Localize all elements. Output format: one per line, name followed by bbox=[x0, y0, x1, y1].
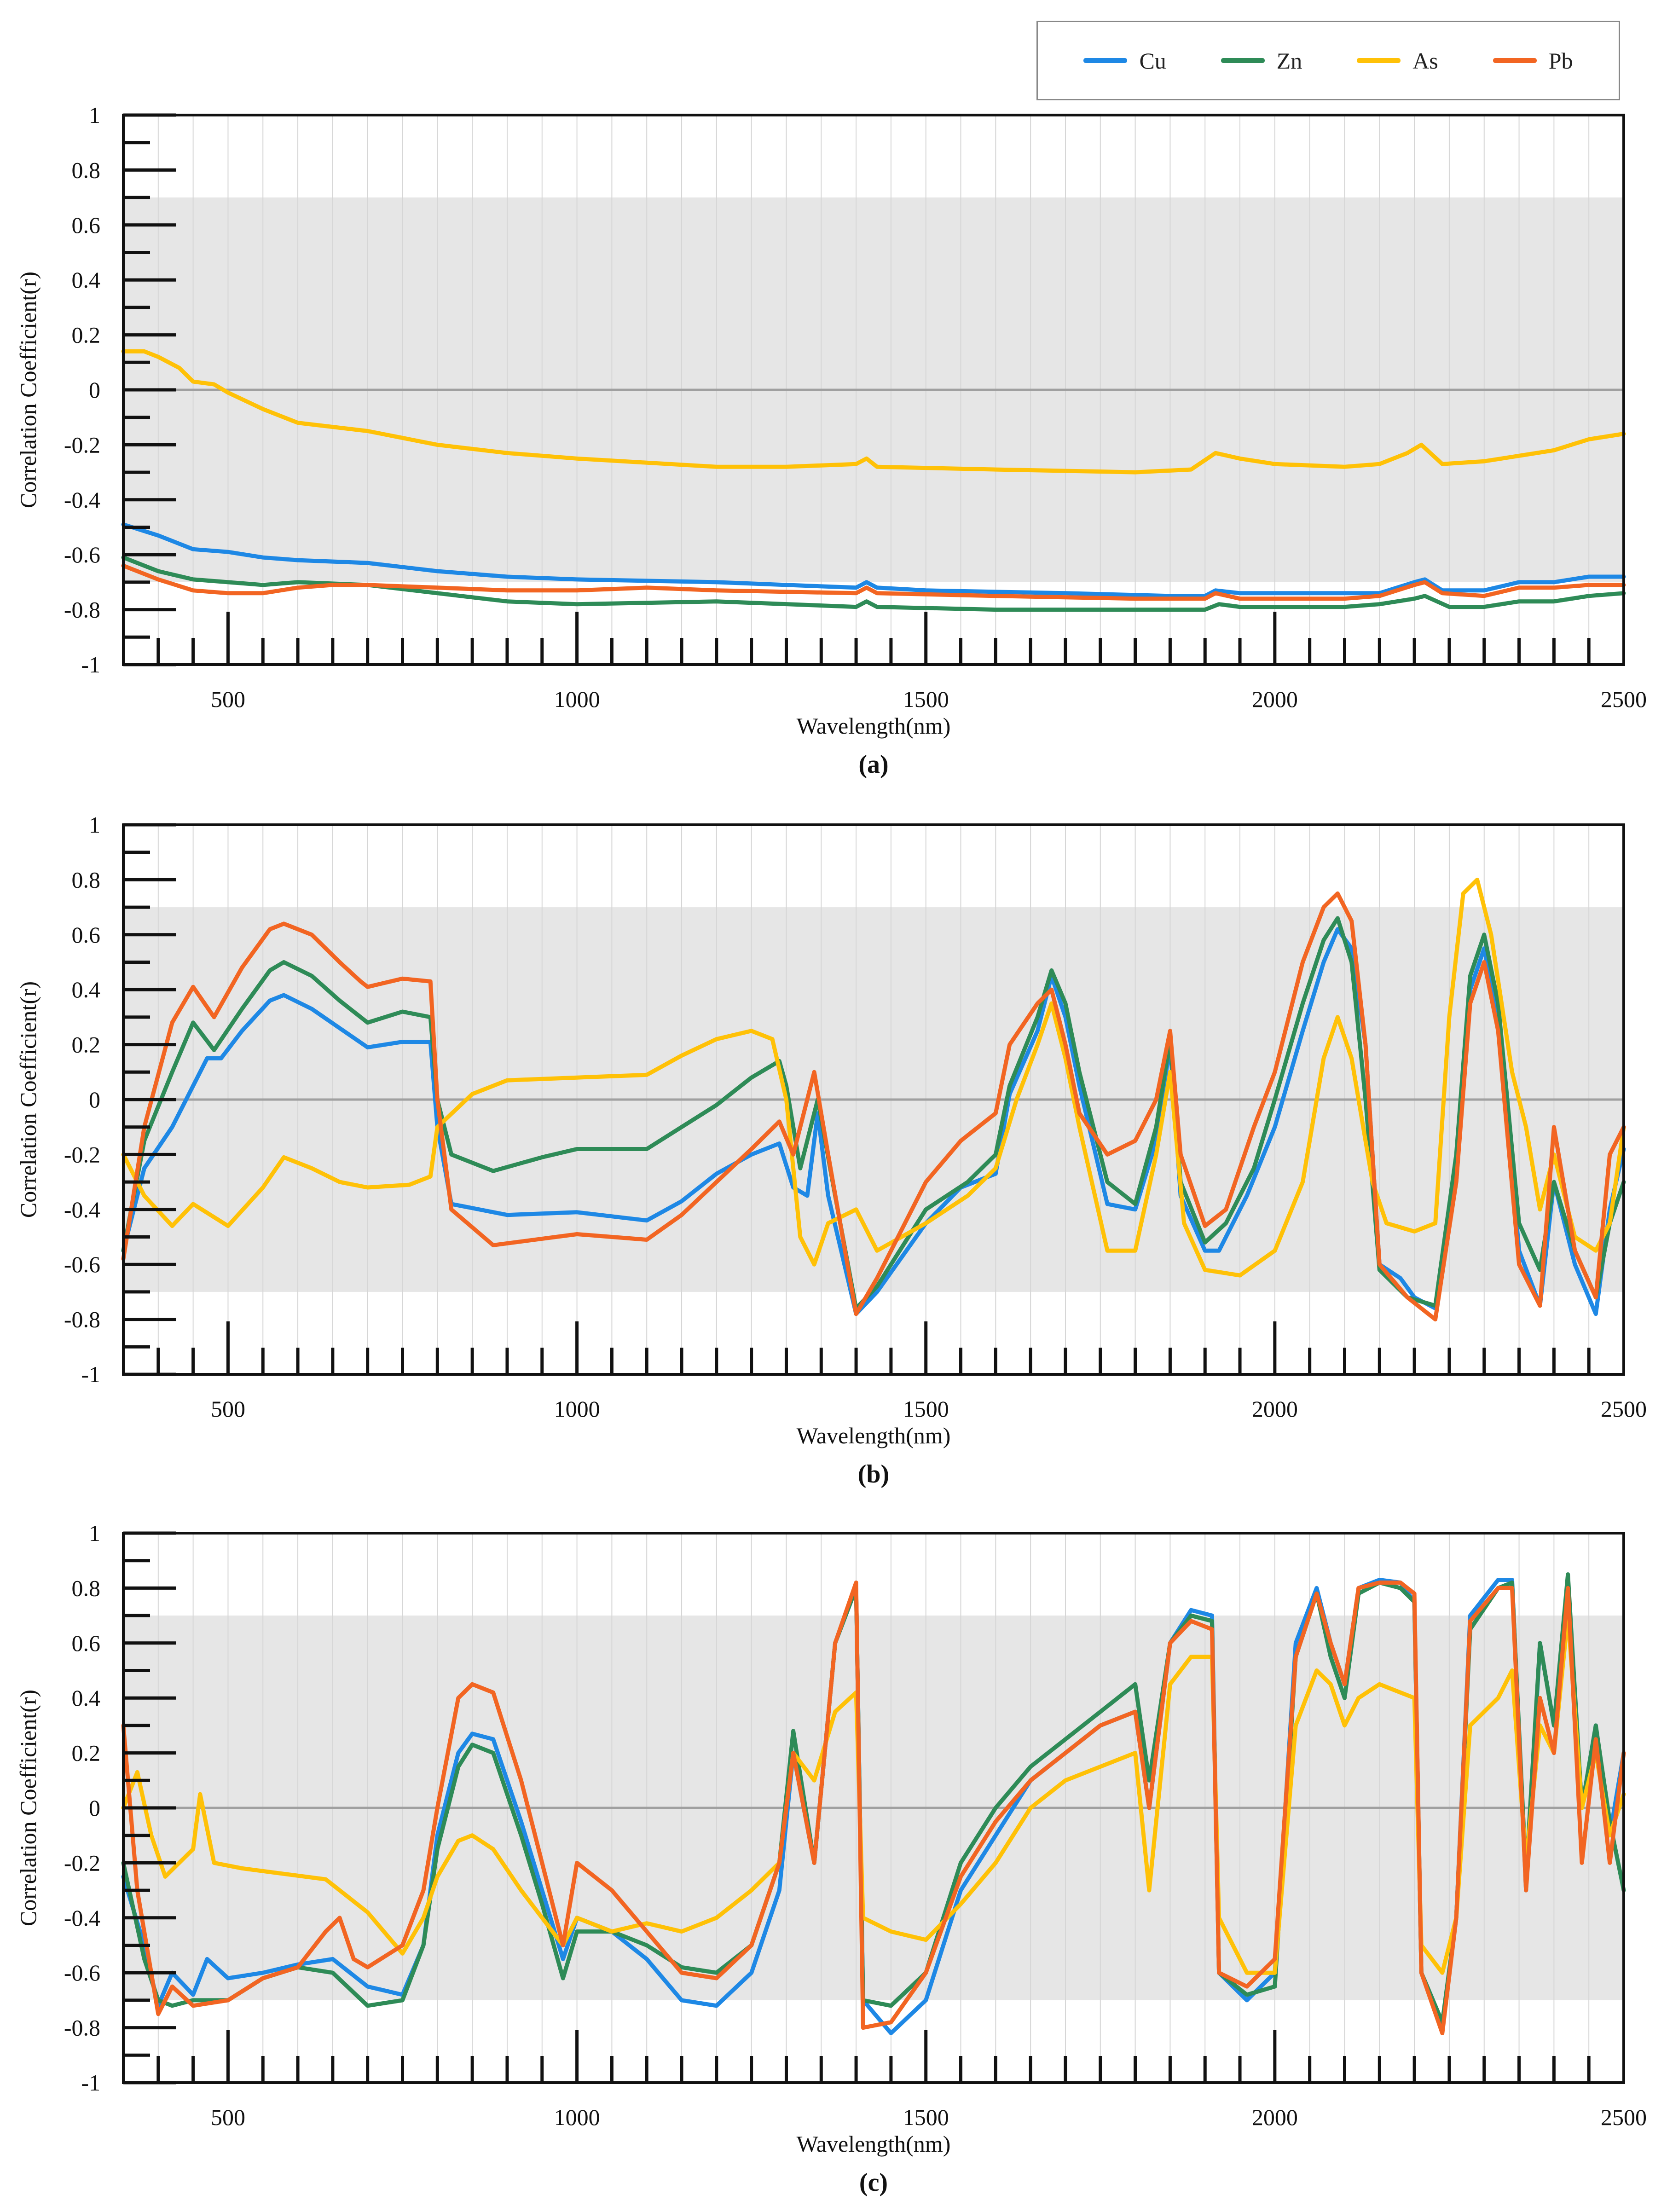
y-tick-label: 1 bbox=[89, 1520, 100, 1546]
y-axis-title: Correlation Coefficient(r) bbox=[15, 981, 41, 1218]
y-tick-label: 0 bbox=[89, 1087, 100, 1112]
y-tick-label: 0.8 bbox=[72, 867, 101, 892]
x-tick-label: 2500 bbox=[1601, 686, 1647, 712]
x-tick-label: 1500 bbox=[903, 686, 949, 712]
x-tick-label: 2000 bbox=[1252, 686, 1298, 712]
panel-b: 1 0.8 0.6 0.4 0.2 0 -0.2 -0.4 -0.6 -0.8 -1 500 1000 1… bbox=[15, 812, 1647, 1488]
x-tick-label: 2000 bbox=[1252, 2104, 1298, 2130]
y-tick-label: 0.2 bbox=[72, 1032, 101, 1058]
y-tick-label: -0.4 bbox=[64, 1197, 100, 1222]
y-tick-label: -0.4 bbox=[64, 487, 100, 513]
y-tick-label: -0.2 bbox=[64, 432, 100, 457]
y-tick-label: 0.6 bbox=[72, 1630, 101, 1656]
x-tick-label: 1000 bbox=[554, 686, 600, 712]
y-tick-label: 0.8 bbox=[72, 157, 101, 183]
y-tick-label: -0.6 bbox=[64, 1251, 100, 1277]
legend-label-as: As bbox=[1412, 47, 1438, 74]
series-line-pb bbox=[121, 563, 1626, 601]
y-tick-label: 1 bbox=[89, 102, 100, 128]
y-tick-label: 0 bbox=[89, 377, 100, 403]
x-tick-label: 1000 bbox=[554, 1396, 600, 1422]
panel-label: (a) bbox=[858, 750, 888, 779]
legend-swatch-zn bbox=[1221, 58, 1265, 63]
y-tick-label: 0.6 bbox=[72, 212, 101, 238]
y-tick-label: 0.6 bbox=[72, 922, 101, 948]
y-tick-label: -0.6 bbox=[64, 542, 100, 567]
y-tick-label: -0.2 bbox=[64, 1141, 100, 1167]
y-tick-label: -0.8 bbox=[64, 2015, 100, 2041]
y-tick-label: 0.2 bbox=[72, 322, 101, 348]
x-tick-label: 1500 bbox=[903, 1396, 949, 1422]
y-tick-label: -0.4 bbox=[64, 1905, 100, 1931]
y-tick-label: 1 bbox=[89, 812, 100, 838]
x-tick-label: 1000 bbox=[554, 2104, 600, 2130]
x-axis-title: Wavelength(nm) bbox=[797, 1423, 951, 1448]
y-tick-label: 0 bbox=[89, 1795, 100, 1821]
y-tick-label: -0.6 bbox=[64, 1960, 100, 1986]
series-line-pb bbox=[121, 1581, 1626, 2035]
panel-label: (b) bbox=[858, 1460, 889, 1488]
y-axis-title: Correlation Coefficient(r) bbox=[15, 272, 41, 508]
panel-a: 1 0.8 0.6 0.4 0.2 0 -0.2 -0.4 -0.6 -0.8 -1 500 1000 1… bbox=[15, 102, 1647, 779]
legend-item-zn: Zn bbox=[1221, 47, 1302, 74]
x-axis-title: Wavelength(nm) bbox=[797, 713, 951, 739]
y-tick-label: -0.2 bbox=[64, 1850, 100, 1876]
legend-item-as: As bbox=[1357, 47, 1438, 74]
x-tick-label: 500 bbox=[211, 1396, 245, 1422]
chart-legend: Cu Zn As Pb bbox=[1036, 21, 1620, 100]
y-tick-label: -1 bbox=[81, 1361, 100, 1387]
y-tick-label: 0.8 bbox=[72, 1575, 101, 1601]
y-tick-label: 0.4 bbox=[72, 267, 101, 293]
x-tick-label: 2000 bbox=[1252, 1396, 1298, 1422]
legend-swatch-as bbox=[1357, 58, 1401, 63]
series-line-as bbox=[121, 877, 1626, 1278]
series-line-zn bbox=[121, 555, 1626, 612]
y-tick-label: 0.4 bbox=[72, 1685, 101, 1711]
x-tick-label: 2500 bbox=[1601, 2104, 1647, 2130]
x-tick-label: 500 bbox=[211, 686, 245, 712]
legend-label-cu: Cu bbox=[1139, 47, 1166, 74]
legend-swatch-pb bbox=[1493, 58, 1537, 63]
series-line-as bbox=[121, 349, 1626, 475]
panel-label: (c) bbox=[859, 2168, 888, 2197]
series-line-cu bbox=[121, 522, 1626, 598]
y-tick-label: -0.8 bbox=[64, 597, 100, 623]
legend-label-pb: Pb bbox=[1548, 47, 1573, 74]
panel-c: 1 0.8 0.6 0.4 0.2 0 -0.2 -0.4 -0.6 -0.8 -1 500 1000 1… bbox=[15, 1520, 1647, 2197]
x-axis-title: Wavelength(nm) bbox=[797, 2131, 951, 2157]
legend-item-cu: Cu bbox=[1083, 47, 1166, 74]
legend-label-zn: Zn bbox=[1276, 47, 1302, 74]
series-line-pb bbox=[121, 891, 1626, 1322]
x-tick-label: 2500 bbox=[1601, 1396, 1647, 1422]
y-tick-label: -0.8 bbox=[64, 1307, 100, 1332]
y-tick-label: -1 bbox=[81, 2070, 100, 2096]
x-tick-label: 1500 bbox=[903, 2104, 949, 2130]
legend-swatch-cu bbox=[1083, 58, 1128, 63]
y-tick-label: 0.4 bbox=[72, 977, 101, 1002]
y-tick-label: 0.2 bbox=[72, 1740, 101, 1766]
y-axis-title: Correlation Coefficient(r) bbox=[15, 1690, 41, 1926]
x-tick-label: 500 bbox=[211, 2104, 245, 2130]
series-line-zn bbox=[121, 916, 1626, 1311]
y-tick-label: -1 bbox=[81, 652, 100, 677]
legend-item-pb: Pb bbox=[1493, 47, 1573, 74]
